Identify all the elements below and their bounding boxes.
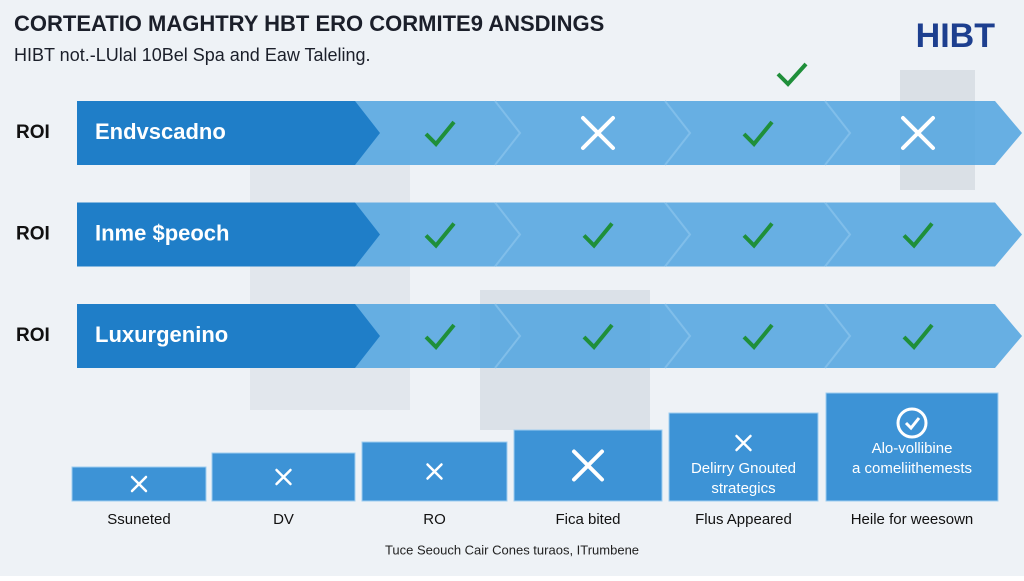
badge-icon [896,407,928,439]
check-icon [742,323,774,350]
check-icon [582,222,614,249]
cross-icon [581,116,615,150]
chevron [664,100,692,166]
chevron [824,303,852,369]
check-icon [424,222,456,249]
step-label: Heile for weesown [851,511,974,528]
subtitle: HIBT not.-LUlal 10Bel Spa and Eaw Taleli… [14,45,371,65]
chevron [494,201,522,268]
step-label: DV [273,511,294,528]
check-icon [424,120,456,147]
row-banner-head [77,304,380,368]
check-icon [776,62,808,87]
row-name: Inme $peoch [95,220,229,245]
row-name: Luxurgenino [95,322,228,347]
logo: HIBT [916,17,996,55]
cross-icon [735,434,752,452]
cross-icon [901,116,935,150]
step-text: strategics [711,480,775,497]
check-icon [902,222,934,249]
check-icon [742,222,774,249]
step-label: Fica bited [555,511,620,528]
step-label: Ssuneted [107,511,170,528]
step-label: RO [423,511,446,528]
row-label: ROI [16,325,50,346]
step-bar [825,392,999,502]
chevron [664,303,692,369]
check-icon [582,323,614,350]
chevron [494,303,522,369]
row-label: ROI [16,224,50,245]
check-icon [902,323,934,350]
row-name: Endvscadno [95,119,226,144]
check-icon [424,323,456,350]
cross-icon [130,475,148,493]
row-label: ROI [16,122,50,143]
step-text: a comeliithemests [852,460,972,477]
step-bar [668,412,819,502]
chevron [494,100,522,166]
step-text: Delirry Gnouted [691,460,796,477]
cross-icon [275,468,292,486]
badge-check [904,417,921,431]
chevron [824,201,852,268]
row-banner-head [77,202,380,267]
chevron [664,201,692,268]
footer: Tuce Seouch Cair Cones turaos, ITrumbene [385,542,639,557]
row-banner-head [77,101,380,165]
chevron [824,100,852,166]
step-label: Flus Appeared [695,511,792,528]
bg-shape [250,150,410,410]
step-text: Alo-vollibine [872,440,953,457]
cross-icon [572,449,604,482]
cross-icon [426,463,443,480]
check-icon [742,120,774,147]
title: CORTEATIO MAGHTRY HBT ERO CORMITE9 ANSDI… [14,11,604,36]
